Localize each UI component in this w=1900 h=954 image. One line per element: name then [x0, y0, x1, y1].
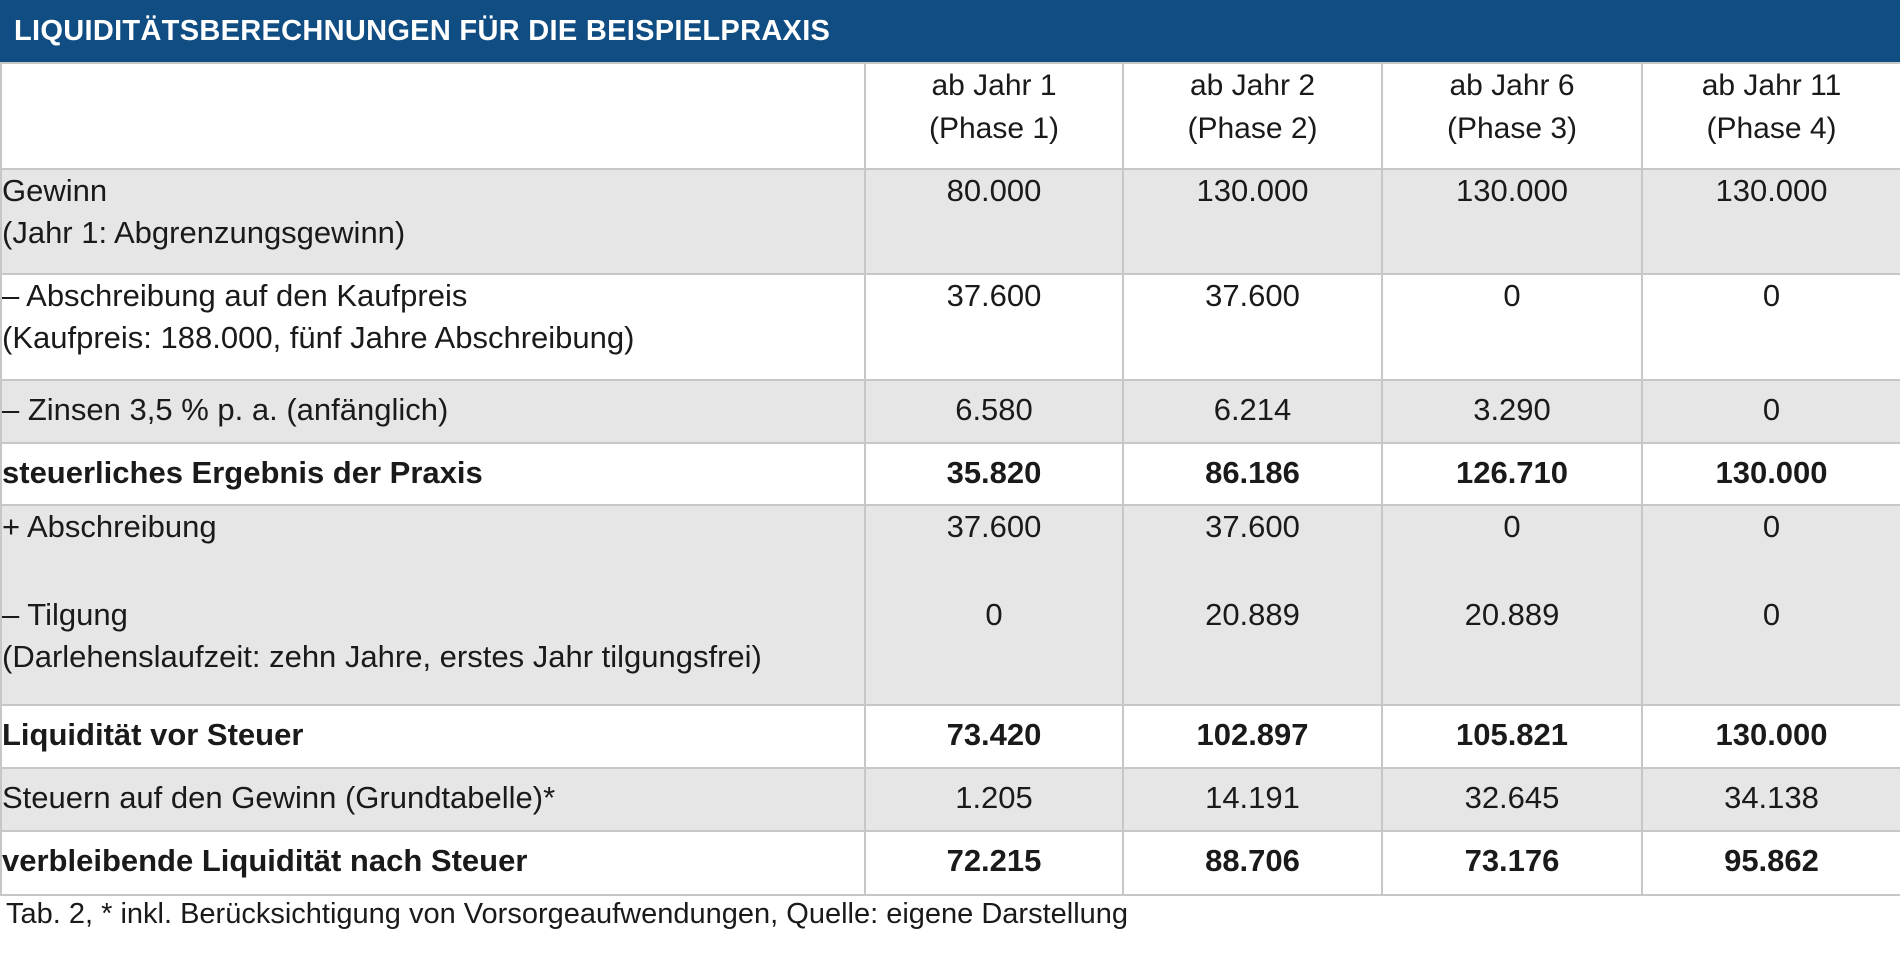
- table-caption: Tab. 2, * inkl. Berücksichtigung von Vor…: [6, 898, 1129, 930]
- column-header-line2: (Phase 3): [1446, 112, 1578, 145]
- column-header-phase-2: ab Jahr 2 (Phase 2): [1122, 62, 1383, 170]
- row-steuerliches-ergebnis: steuerliches Ergebnis der Praxis 35.820 …: [0, 442, 1900, 506]
- value-cell: 130.000: [1641, 168, 1900, 275]
- row-label-abschreibung: + Abschreibung: [2, 509, 217, 544]
- liquidity-table: ab Jahr 1 (Phase 1) ab Jahr 2 (Phase 2) ab…: [0, 62, 1900, 896]
- value-cell: 73.176: [1381, 830, 1643, 896]
- value-cell: 6.214: [1122, 379, 1383, 444]
- value-cell: 6.580: [864, 379, 1124, 444]
- value-cell: 73.420: [864, 704, 1124, 769]
- row-abschreibung-tilgung: + Abschreibung – Tilgung (Darlehenslaufz…: [0, 504, 1900, 706]
- value-tilgung: 0: [985, 597, 1003, 632]
- value-abschreibung: 0: [1762, 509, 1781, 544]
- column-header-line2: (Phase 2): [1187, 112, 1318, 145]
- value-cell: 0: [1641, 273, 1900, 381]
- value-cell: 0 20.889: [1381, 504, 1643, 706]
- row-label: + Abschreibung – Tilgung (Darlehenslaufz…: [0, 504, 866, 706]
- value-cell: 32.645: [1381, 767, 1643, 832]
- row-liquiditaet-nach-steuer: verbleibende Liquidität nach Steuer 72.2…: [0, 830, 1900, 896]
- row-zinsen: – Zinsen 3,5 % p. a. (anfänglich) 6.580 …: [0, 379, 1900, 444]
- value-cell: 72.215: [864, 830, 1124, 896]
- header-blank-cell: [0, 62, 866, 170]
- value-cell: 0: [1641, 379, 1900, 444]
- row-label-text: – Abschreibung auf den Kaufpreis: [2, 278, 468, 313]
- column-header-phase-1: ab Jahr 1 (Phase 1): [864, 62, 1124, 170]
- row-label: – Abschreibung auf den Kaufpreis (Kaufpre…: [0, 273, 866, 381]
- value-cell: 0: [1381, 273, 1643, 381]
- row-label: Liquidität vor Steuer: [0, 704, 866, 769]
- value-abschreibung: 37.600: [1205, 509, 1300, 544]
- value-cell: 130.000: [1122, 168, 1383, 275]
- value-cell: 95.862: [1641, 830, 1900, 896]
- table-title: LIQUIDITÄTSBERECHNUNGEN FÜR DIE BEISPIEL…: [0, 0, 1900, 62]
- value-cell: 130.000: [1641, 704, 1900, 769]
- value-cell: 3.290: [1381, 379, 1643, 444]
- value-cell: 37.600: [1122, 273, 1383, 381]
- value-cell: 37.600: [864, 273, 1124, 381]
- row-liquiditaet-vor-steuer: Liquidität vor Steuer 73.420 102.897 105…: [0, 704, 1900, 769]
- value-cell: 1.205: [864, 767, 1124, 832]
- row-label-text: Gewinn: [2, 173, 108, 208]
- value-tilgung: 20.889: [1205, 597, 1300, 632]
- row-sublabel-text: (Kaufpreis: 188.000, fünf Jahre Abschrei…: [2, 320, 635, 355]
- value-cell: 105.821: [1381, 704, 1643, 769]
- value-cell: 37.600 20.889: [1122, 504, 1383, 706]
- value-cell: 126.710: [1381, 442, 1643, 506]
- value-cell: 37.600 0: [864, 504, 1124, 706]
- row-sublabel-tilgung: (Darlehenslaufzeit: zehn Jahre, erstes J…: [2, 639, 762, 674]
- value-cell: 88.706: [1122, 830, 1383, 896]
- column-header-line2: (Phase 4): [1706, 112, 1837, 145]
- value-cell: 130.000: [1641, 442, 1900, 506]
- value-cell: 86.186: [1122, 442, 1383, 506]
- row-abschreibung-kaufpreis: – Abschreibung auf den Kaufpreis (Kaufpre…: [0, 273, 1900, 381]
- row-label-tilgung: – Tilgung: [2, 597, 128, 632]
- row-steuern: Steuern auf den Gewinn (Grundtabelle)* 1…: [0, 767, 1900, 832]
- value-cell: 130.000: [1381, 168, 1643, 275]
- value-tilgung: 0: [1762, 597, 1781, 632]
- header-row: ab Jahr 1 (Phase 1) ab Jahr 2 (Phase 2) ab…: [0, 62, 1900, 170]
- row-label: steuerliches Ergebnis der Praxis: [0, 442, 866, 506]
- value-cell: 34.138: [1641, 767, 1900, 832]
- column-header-line1: ab Jahr 2: [1189, 69, 1316, 102]
- column-header-line1: ab Jahr 11: [1701, 69, 1842, 102]
- column-header-line1: ab Jahr 1: [931, 69, 1057, 102]
- value-tilgung: 20.889: [1464, 597, 1560, 632]
- value-cell: 14.191: [1122, 767, 1383, 832]
- value-abschreibung: 37.600: [946, 509, 1042, 544]
- value-cell: 35.820: [864, 442, 1124, 506]
- value-abschreibung: 0: [1503, 509, 1521, 544]
- row-label: Gewinn (Jahr 1: Abgrenzungsgewinn): [0, 168, 866, 275]
- column-header-line2: (Phase 1): [928, 112, 1060, 145]
- row-label: verbleibende Liquidität nach Steuer: [0, 830, 866, 896]
- row-gewinn: Gewinn (Jahr 1: Abgrenzungsgewinn) 80.000…: [0, 168, 1900, 275]
- row-label: – Zinsen 3,5 % p. a. (anfänglich): [0, 379, 866, 444]
- value-cell: 80.000: [864, 168, 1124, 275]
- column-header-line1: ab Jahr 6: [1449, 69, 1575, 102]
- column-header-phase-3: ab Jahr 6 (Phase 3): [1381, 62, 1643, 170]
- column-header-phase-4: ab Jahr 11 (Phase 4): [1641, 62, 1900, 170]
- row-sublabel-text: (Jahr 1: Abgrenzungsgewinn): [2, 215, 406, 250]
- value-cell: 102.897: [1122, 704, 1383, 769]
- row-label: Steuern auf den Gewinn (Grundtabelle)*: [0, 767, 866, 832]
